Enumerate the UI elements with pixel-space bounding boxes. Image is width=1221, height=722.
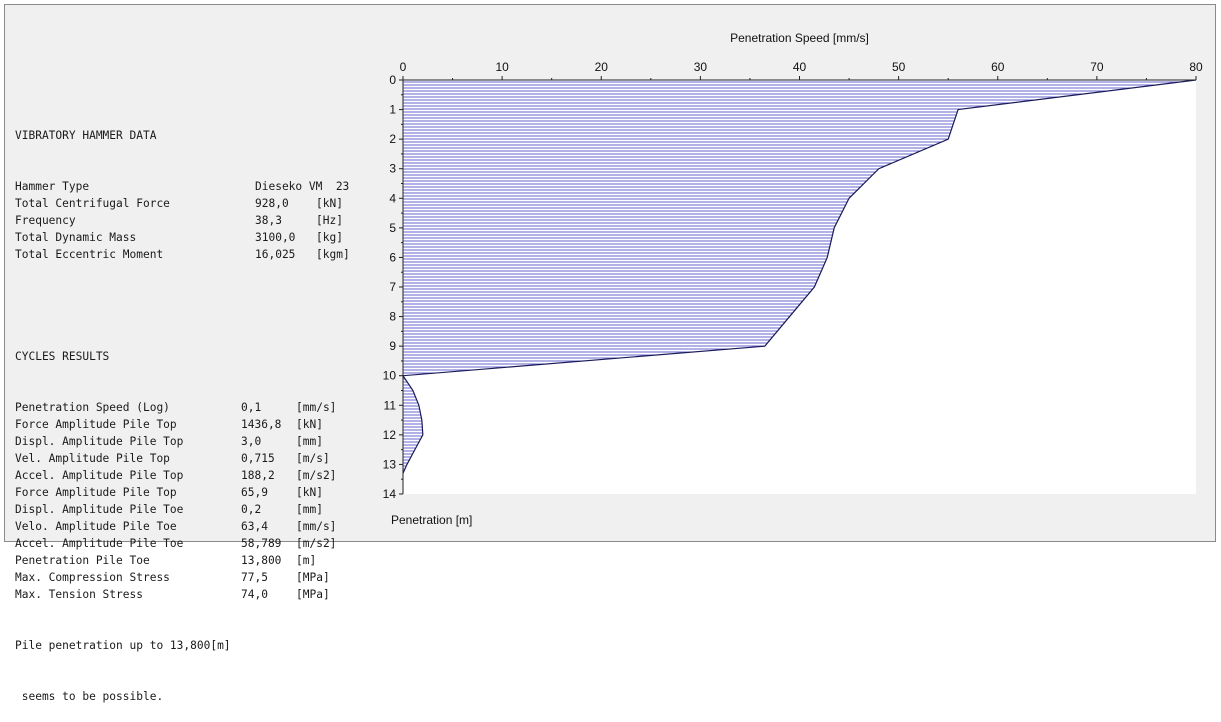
cycles-unit: [m] bbox=[296, 554, 317, 567]
hammer-label: Total Centrifugal Force bbox=[15, 197, 170, 210]
cycles-row: Vel. Amplitude Pile Top 0,715 [m/s] bbox=[15, 450, 330, 467]
cycles-value: 13,800 bbox=[241, 554, 282, 567]
cycles-label: Force Amplitude Pile Top bbox=[15, 486, 177, 499]
cycles-label: Max. Compression Stress bbox=[15, 571, 170, 584]
cycles-row: Force Amplitude Pile Top 1436,8 [kN] bbox=[15, 416, 323, 433]
conclusion-line-1: Pile penetration up to 13,800[m] bbox=[15, 639, 231, 652]
y-tick-label: 6 bbox=[389, 250, 396, 264]
cycles-row: Max. Tension Stress 74,0 [MPa] bbox=[15, 586, 330, 603]
hammer-value: 928,0 bbox=[255, 197, 289, 210]
x-tick-label: 30 bbox=[694, 60, 708, 74]
y-tick-label: 3 bbox=[389, 162, 396, 176]
cycles-unit: [MPa] bbox=[296, 588, 330, 601]
cycles-value: 0,715 bbox=[241, 452, 275, 465]
cycles-value: 0,2 bbox=[241, 503, 262, 516]
conclusion-line-2: seems to be possible. bbox=[15, 690, 164, 703]
x-tick-label: 50 bbox=[892, 60, 906, 74]
cycles-unit: [mm/s] bbox=[296, 520, 337, 533]
hammer-row: Total Centrifugal Force 928,0 [kN] bbox=[15, 195, 343, 212]
cycles-label: Vel. Amplitude Pile Top bbox=[15, 452, 170, 465]
y-tick-label: 11 bbox=[384, 398, 397, 412]
cycles-label: Displ. Amplitude Pile Toe bbox=[15, 503, 184, 516]
hammer-unit: [kN] bbox=[316, 197, 343, 210]
cycles-label: Accel. Amplitude Pile Top bbox=[15, 469, 184, 482]
cycles-label: Penetration Speed (Log) bbox=[15, 401, 170, 414]
cycles-label: Force Amplitude Pile Top bbox=[15, 418, 177, 431]
hammer-unit: [kg] bbox=[316, 231, 343, 244]
y-tick-label: 5 bbox=[389, 221, 396, 235]
hammer-row: Total Dynamic Mass 3100,0 [kg] bbox=[15, 229, 343, 246]
penetration-chart: Penetration Speed [mm/s] Penetration [m]… bbox=[383, 31, 1203, 527]
cycles-unit: [m/s2] bbox=[296, 469, 337, 482]
cycles-row: Displ. Amplitude Pile Top 3,0 [mm] bbox=[15, 433, 323, 450]
x-tick-label: 0 bbox=[400, 60, 407, 74]
y-tick-label: 10 bbox=[383, 369, 397, 383]
hammer-value: 38,3 bbox=[255, 214, 282, 227]
cycles-row: Penetration Pile Toe 13,800 [m] bbox=[15, 552, 316, 569]
cycles-row: Accel. Amplitude Pile Top 188,2 [m/s2] bbox=[15, 467, 336, 484]
y-tick-label: 4 bbox=[389, 191, 396, 205]
cycles-row: Displ. Amplitude Pile Toe 0,2 [mm] bbox=[15, 501, 323, 518]
x-tick-label: 80 bbox=[1189, 60, 1203, 74]
hammer-value: Dieseko VM 23 bbox=[255, 180, 350, 193]
cycles-value: 74,0 bbox=[241, 588, 268, 601]
y-axis-label: Penetration [m] bbox=[391, 513, 472, 527]
series-line bbox=[401, 79, 1197, 474]
y-tick-label: 14 bbox=[383, 487, 397, 501]
hammer-label: Hammer Type bbox=[15, 180, 90, 193]
hammer-data-header: VIBRATORY HAMMER DATA bbox=[15, 129, 157, 142]
hammer-row: Frequency 38,3 [Hz] bbox=[15, 212, 343, 229]
hammer-label: Frequency bbox=[15, 214, 76, 227]
hammer-label: Total Eccentric Moment bbox=[15, 248, 164, 261]
cycles-row: Force Amplitude Pile Top 65,9 [kN] bbox=[15, 484, 323, 501]
cycles-unit: [mm] bbox=[296, 435, 323, 448]
cycles-unit: [kN] bbox=[296, 418, 323, 431]
y-tick-label: 13 bbox=[383, 457, 397, 471]
hammer-unit: [Hz] bbox=[316, 214, 343, 227]
x-tick-label: 20 bbox=[595, 60, 609, 74]
y-tick-label: 1 bbox=[389, 103, 396, 117]
area-fill bbox=[403, 80, 1196, 474]
x-tick-label: 10 bbox=[495, 60, 509, 74]
cycles-row: Velo. Amplitude Pile Toe 63,4 [mm/s] bbox=[15, 518, 336, 535]
cycles-value: 3,0 bbox=[241, 435, 262, 448]
cycles-unit: [kN] bbox=[296, 486, 323, 499]
x-tick-label: 70 bbox=[1090, 60, 1104, 74]
cycles-label: Penetration Pile Toe bbox=[15, 554, 150, 567]
cycles-unit: [m/s] bbox=[296, 452, 330, 465]
hammer-value: 3100,0 bbox=[255, 231, 296, 244]
cycles-unit: [mm/s] bbox=[296, 401, 337, 414]
cycles-row: Penetration Speed (Log) 0,1 [mm/s] bbox=[15, 399, 336, 416]
cycles-row: Max. Compression Stress 77,5 [MPa] bbox=[15, 569, 330, 586]
x-tick-label: 40 bbox=[793, 60, 807, 74]
hammer-row: Hammer Type Dieseko VM 23 bbox=[15, 178, 349, 195]
y-tick-label: 8 bbox=[389, 310, 396, 324]
cycles-value: 0,1 bbox=[241, 401, 262, 414]
y-tick-label: 12 bbox=[383, 428, 397, 442]
hammer-unit: [kgm] bbox=[316, 248, 350, 261]
cycles-value: 1436,8 bbox=[241, 418, 282, 431]
y-tick-label: 9 bbox=[389, 339, 396, 353]
y-tick-label: 0 bbox=[389, 73, 396, 87]
cycles-unit: [mm] bbox=[296, 503, 323, 516]
hammer-label: Total Dynamic Mass bbox=[15, 231, 137, 244]
hammer-value: 16,025 bbox=[255, 248, 296, 261]
cycles-value: 188,2 bbox=[241, 469, 275, 482]
cycles-value: 65,9 bbox=[241, 486, 268, 499]
x-tick-label: 60 bbox=[991, 60, 1005, 74]
cycles-label: Max. Tension Stress bbox=[15, 588, 143, 601]
hammer-row: Total Eccentric Moment 16,025 [kgm] bbox=[15, 246, 350, 263]
y-tick-label: 2 bbox=[389, 132, 396, 146]
cycles-results-header: CYCLES RESULTS bbox=[15, 350, 110, 363]
cycles-label: Velo. Amplitude Pile Toe bbox=[15, 520, 177, 533]
cycles-label: Displ. Amplitude Pile Top bbox=[15, 435, 184, 448]
chart-title: Penetration Speed [mm/s] bbox=[730, 31, 869, 45]
cycles-value: 77,5 bbox=[241, 571, 268, 584]
y-tick-label: 7 bbox=[389, 280, 396, 294]
cycles-unit: [MPa] bbox=[296, 571, 330, 584]
cycles-value: 63,4 bbox=[241, 520, 268, 533]
